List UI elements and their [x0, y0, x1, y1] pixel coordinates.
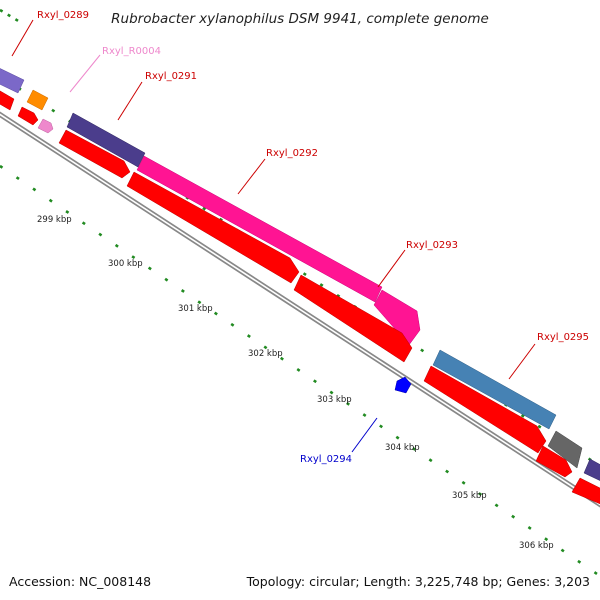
rxyl-0294-arrow[interactable]	[394, 376, 412, 394]
gene-rxyl-0291-feature[interactable]	[66, 112, 146, 168]
cds-arrow[interactable]	[17, 106, 39, 126]
gene-label-rxyl-0289[interactable]: Rxyl_0289	[37, 10, 89, 21]
gene-rxyl-0289-feature[interactable]	[0, 66, 25, 94]
gene-rxyl-0295-feature[interactable]	[432, 349, 557, 430]
gene-rxyl-0292-feature[interactable]	[136, 155, 383, 303]
gene-rxyl-0296-feature[interactable]	[547, 430, 583, 469]
kbp-label: 299 kbp	[37, 215, 72, 225]
kbp-scale: 299 kbp 300 kbp 301 kbp 302 kbp 303 kbp …	[37, 215, 554, 551]
cds-arrow[interactable]	[58, 129, 131, 179]
feature-track-inner	[0, 88, 600, 506]
gene-rxyl-0293-feature[interactable]	[373, 289, 421, 346]
cds-arrow[interactable]	[423, 365, 547, 454]
kbp-label: 305 kbp	[452, 491, 487, 501]
feature-track-outer	[0, 66, 600, 483]
cds-arrow[interactable]	[571, 477, 600, 506]
gene-label-rxyl-0293[interactable]: Rxyl_0293	[406, 240, 458, 251]
gene-rxyl-0297-feature[interactable]	[583, 458, 600, 483]
cds-arrow[interactable]	[126, 171, 300, 284]
cds-arrow[interactable]	[535, 445, 573, 478]
gene-label-rxyl-0291[interactable]: Rxyl_0291	[145, 71, 197, 82]
far-tick-row	[0, 8, 21, 24]
cds-arrow[interactable]	[0, 88, 15, 111]
kbp-label: 301 kbp	[178, 304, 213, 314]
cds-arrow[interactable]	[293, 274, 413, 363]
gene-rxyl-0290-feature[interactable]	[26, 89, 49, 111]
gene-labels: Rxyl_0289 Rxyl_R0004 Rxyl_0291 Rxyl_0292…	[37, 10, 589, 465]
kbp-label: 302 kbp	[248, 349, 283, 359]
kbp-label: 304 kbp	[385, 443, 420, 453]
rrna-arrow[interactable]	[37, 118, 54, 134]
genome-backbone	[0, 111, 600, 508]
gene-label-rxyl-0294[interactable]: Rxyl_0294	[300, 454, 352, 465]
gene-label-rxyl-r0004[interactable]: Rxyl_R0004	[102, 46, 161, 57]
kbp-label: 300 kbp	[108, 259, 143, 269]
gene-label-rxyl-0292[interactable]: Rxyl_0292	[266, 148, 318, 159]
kbp-label: 303 kbp	[317, 395, 352, 405]
genome-summary-text: Topology: circular; Length: 3,225,748 bp…	[246, 574, 590, 589]
gene-label-rxyl-0295[interactable]: Rxyl_0295	[537, 332, 589, 343]
map-title: Rubrobacter xylanophilus DSM 9941, compl…	[111, 11, 489, 27]
minor-tick-row	[0, 164, 600, 578]
label-connectors	[11, 19, 536, 453]
kbp-label: 306 kbp	[519, 541, 554, 551]
accession-text: Accession: NC_008148	[9, 574, 151, 589]
